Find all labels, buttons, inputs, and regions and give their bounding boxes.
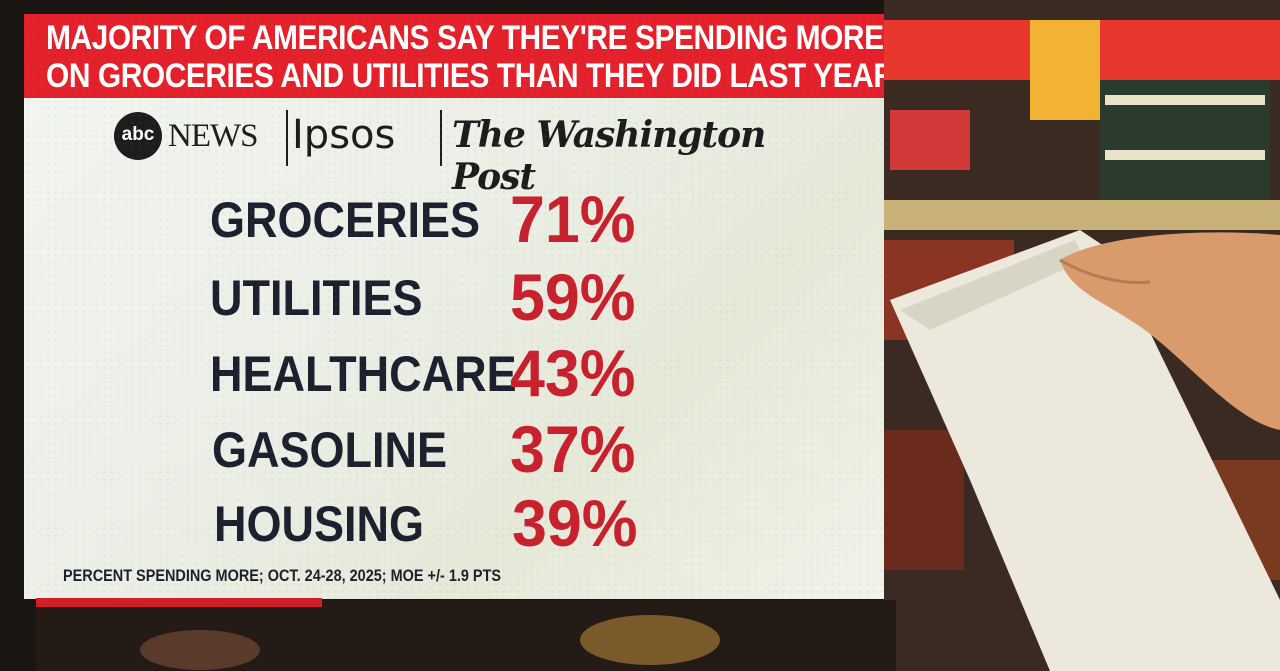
value-label-gasoline: 37%	[510, 412, 636, 486]
headline-line-1: MAJORITY OF AMERICANS SAY THEY'RE SPENDI…	[46, 19, 884, 57]
ipsos-logo: Ipsos	[292, 112, 396, 158]
category-label-healthcare: HEALTHCARE	[210, 346, 517, 402]
headline-banner: MAJORITY OF AMERICANS SAY THEY'RE SPENDI…	[24, 14, 884, 98]
value-label-housing: 39%	[512, 486, 638, 560]
logo-divider	[440, 110, 442, 166]
poll-graphic-card: MAJORITY OF AMERICANS SAY THEY'RE SPENDI…	[24, 14, 884, 599]
category-label-utilities: UTILITIES	[210, 270, 423, 326]
logo-divider	[286, 110, 288, 166]
abc-news-wordmark: NEWS	[168, 118, 258, 154]
footnote: PERCENT SPENDING MORE; OCT. 24-28, 2025;…	[63, 566, 502, 585]
category-label-groceries: GROCERIES	[210, 192, 481, 248]
category-label-gasoline: GASOLINE	[212, 422, 448, 478]
category-label-housing: HOUSING	[214, 496, 425, 552]
card-accent-bar	[36, 598, 322, 607]
value-label-healthcare: 43%	[510, 336, 636, 410]
washington-post-logo: The Washington Post	[452, 114, 766, 198]
value-label-groceries: 71%	[510, 182, 636, 256]
abc-logo-icon: abc	[114, 112, 162, 160]
value-label-utilities: 59%	[510, 260, 636, 334]
headline-line-2: ON GROCERIES AND UTILITIES THAN THEY DID…	[46, 57, 884, 95]
sponsor-logos: abc NEWS Ipsos The Washington Post	[114, 106, 794, 198]
